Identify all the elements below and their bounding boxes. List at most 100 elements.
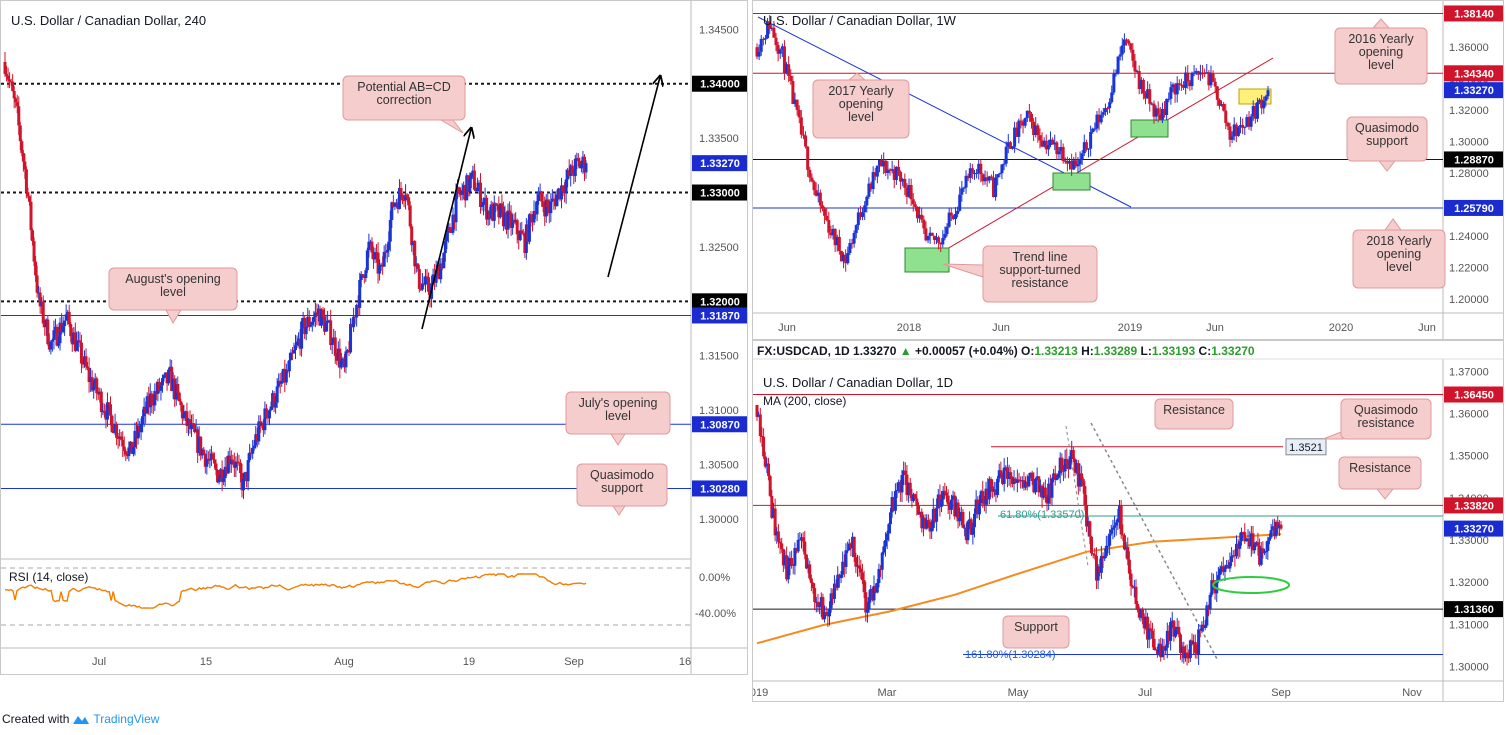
w1-candle: [1091, 128, 1095, 133]
d1-candle: [956, 502, 960, 522]
h4-candle: [388, 219, 392, 242]
h4-candle: [561, 185, 565, 192]
w1-candle: [1114, 73, 1118, 75]
d1-candle: [768, 476, 772, 496]
d1-candle: [1057, 473, 1061, 478]
tradingview-logo-icon[interactable]: [72, 713, 90, 725]
h4-candle: [501, 207, 505, 227]
h4-candle: [397, 188, 401, 209]
h4-candle: [530, 216, 534, 223]
d1-candle: [1065, 458, 1069, 464]
d1-candle: [1172, 620, 1176, 637]
h4-candle: [112, 432, 116, 434]
d1-candle: [981, 491, 985, 499]
h4-candle: [102, 410, 106, 413]
h4-candle: [569, 165, 573, 176]
h4-candle: [482, 201, 486, 205]
h4-candle: [404, 194, 408, 201]
w1-candle: [932, 235, 936, 240]
w1-candle: [1156, 108, 1160, 115]
w1-callout-qm: Quasimodo support: [1355, 121, 1419, 148]
d1-candle: [971, 527, 975, 535]
h4-candle: [208, 459, 212, 461]
d1-chart-panel[interactable]: 1.370001.360001.350001.340001.330001.320…: [752, 340, 1504, 702]
d1-candle: [1137, 610, 1141, 618]
w1-candle: [1027, 110, 1031, 114]
d1-candle: [856, 565, 860, 567]
w1-level-1-tag: [1444, 65, 1503, 82]
w1-candle: [886, 169, 890, 173]
w1-candle: [1224, 110, 1228, 123]
h4-candle: [219, 469, 223, 479]
d1-candle: [1226, 564, 1230, 569]
w1-candle: [1106, 108, 1110, 110]
h4-candle: [113, 423, 117, 434]
d1-candle: [1221, 566, 1225, 572]
h4-candle: [278, 380, 282, 384]
h4-candle: [564, 179, 568, 194]
d1-candle: [1157, 643, 1161, 654]
d1-ohlc-part: L:: [1137, 344, 1152, 358]
h4-candle: [440, 263, 444, 269]
w1-candle: [926, 235, 930, 241]
h4-candle: [578, 161, 582, 169]
h4-candle: [41, 301, 45, 324]
h4-candle: [410, 226, 414, 246]
d1-candle: [1129, 573, 1133, 587]
d1-candle: [1050, 478, 1054, 498]
h4-candle: [375, 252, 379, 254]
w1-candle: [888, 169, 892, 171]
h4-candle: [182, 413, 186, 419]
d1-candle: [786, 566, 790, 580]
w1-candle: [1063, 160, 1067, 162]
h4-chart[interactable]: 1.34500 1.34000 1.33500 1.33000 1.32500 1.320…: [1, 1, 748, 675]
d1-candle: [984, 488, 988, 505]
h4-chart-panel[interactable]: 1.34500 1.34000 1.33500 1.33000 1.32500 1.320…: [0, 0, 748, 675]
h4-candle: [223, 466, 227, 479]
d1-candle: [793, 547, 797, 566]
w1-candle: [909, 185, 913, 200]
h4-candle: [66, 312, 70, 315]
d1-candle: [826, 614, 830, 617]
h4-y-tick: 1.30500: [699, 460, 739, 472]
d1-x-tick: May: [1008, 687, 1029, 699]
h4-candle: [318, 308, 322, 326]
d1-candle: [852, 536, 856, 558]
h4-callout-qm-box: [576, 463, 668, 507]
w1-candle: [1084, 142, 1088, 150]
d1-candle: [916, 505, 920, 515]
h4-candle: [133, 430, 137, 448]
h4-candle: [315, 312, 319, 315]
h4-candle: [365, 250, 369, 271]
w1-chart[interactable]: 1.360001.340001.320001.300001.280001.260…: [753, 1, 1504, 340]
d1-ohlc-part: C:: [1195, 344, 1211, 358]
d1-callout-resistance1-box: [1154, 398, 1234, 430]
d1-candle: [1146, 616, 1150, 640]
h4-candle: [472, 170, 476, 190]
h4-candle: [5, 73, 9, 76]
d1-candle: [781, 549, 785, 566]
d1-candle: [1014, 478, 1018, 483]
d1-candle: [1187, 657, 1191, 659]
w1-candle: [1080, 153, 1084, 160]
d1-candle: [788, 558, 792, 567]
d1-candle: [1122, 535, 1126, 550]
h4-candle: [202, 449, 206, 455]
w1-candle: [905, 187, 909, 197]
tradingview-brand[interactable]: TradingView: [93, 712, 160, 726]
d1-chart[interactable]: 1.370001.360001.350001.340001.330001.320…: [753, 341, 1504, 702]
w1-candle: [776, 45, 780, 54]
w1-candle: [1089, 132, 1093, 149]
h4-chart-title: U.S. Dollar / Canadian Dollar, 240: [11, 13, 206, 28]
w1-chart-panel[interactable]: 1.360001.340001.320001.300001.280001.260…: [752, 0, 1504, 340]
d1-candle: [987, 479, 991, 500]
w1-candle: [1239, 124, 1243, 128]
h4-candle: [543, 206, 547, 217]
d1-candle: [920, 511, 924, 529]
h4-candle: [456, 187, 460, 193]
w1-candle: [1023, 118, 1027, 126]
w1-candle: [877, 159, 881, 166]
h4-candle: [407, 197, 411, 206]
w1-candle: [846, 252, 850, 264]
h4-candle: [272, 393, 276, 408]
